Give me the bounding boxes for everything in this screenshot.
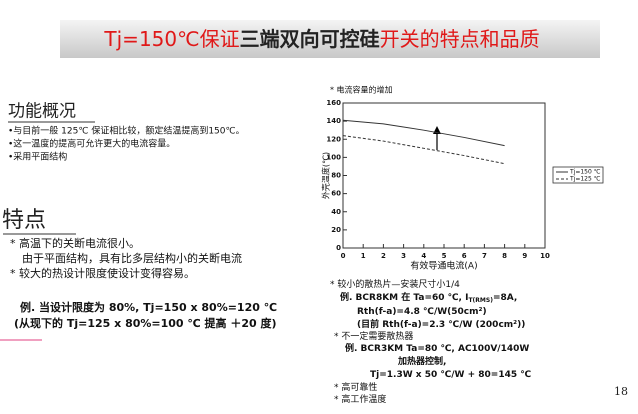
note-text: 加热器控制, bbox=[397, 355, 446, 367]
note-line: (目前 Rth(f-a)=2.3 ℃/W (200cm²)) bbox=[357, 318, 525, 330]
note-line: 例. BCR3KM Ta=80 ℃, AC100V/140W bbox=[345, 342, 529, 354]
section-heading: 特点 bbox=[2, 208, 46, 233]
x-tick-label: 0 bbox=[341, 252, 346, 260]
note-line: * 较小的散热片—安装尺寸小1/4 bbox=[330, 278, 460, 290]
y-tick-label: 20 bbox=[331, 226, 341, 234]
x-tick-label: 1 bbox=[361, 252, 366, 260]
note-text: (目前 Rth(f-a)=2.3 ℃/W (200cm²)) bbox=[357, 318, 525, 330]
slide-title: Tj=150℃保证三端双向可控硅开关的特点和品质 bbox=[103, 27, 539, 51]
note-line: * 高可靠性 bbox=[334, 381, 377, 393]
example-line: 例. 当设计限度为 80%, Tj=150 x 80%=120 ℃ bbox=[20, 300, 277, 314]
legend-label: Tj=150 ℃ bbox=[569, 169, 601, 176]
y-tick-label: 40 bbox=[331, 208, 341, 216]
x-tick-label: 3 bbox=[401, 252, 406, 260]
y-axis-label: 外壳温度(℃) bbox=[321, 152, 331, 199]
example-line: (从现下的 Tj=125 x 80%=100 ℃ 提高 ＋20 度) bbox=[14, 316, 277, 330]
title-part: 三端双向可控硅 bbox=[240, 27, 380, 51]
note-line: 例. BCR8KM 在 Ta=60 ℃, IT(RMS)=8A, bbox=[340, 291, 517, 304]
note-text: 例. BCR8KM 在 Ta=60 ℃, I bbox=[340, 291, 468, 303]
y-tick-label: 100 bbox=[326, 153, 341, 161]
note-text: 例. BCR3KM Ta=80 ℃, AC100V/140W bbox=[345, 342, 529, 354]
series-line bbox=[342, 119, 505, 147]
x-tick-label: 4 bbox=[421, 252, 426, 260]
x-tick-label: 8 bbox=[502, 252, 507, 260]
y-tick-label: 120 bbox=[326, 135, 341, 143]
chart-title: * 电流容量的增加 bbox=[330, 85, 393, 95]
note-text: * 高工作温度 bbox=[334, 393, 386, 405]
note-text: * 高可靠性 bbox=[334, 381, 377, 393]
note-text: Tj=1.3W x 50 ℃/W + 80=145 ℃ bbox=[370, 370, 531, 380]
note-line: * 不一定需要散热器 bbox=[334, 330, 413, 342]
note-text: * 较小的散热片—安装尺寸小1/4 bbox=[330, 278, 460, 290]
feature-item: 由于平面结构，具有比多层结构小的关断电流 bbox=[22, 251, 242, 265]
x-tick-label: 9 bbox=[522, 252, 527, 260]
x-tick-label: 7 bbox=[482, 252, 487, 260]
title-bar bbox=[60, 20, 600, 58]
note-text: Rth(f-a)=4.8 ℃/W(50cm²) bbox=[357, 307, 487, 317]
title-part: 开关的特点和品质 bbox=[380, 27, 540, 51]
x-tick-label: 10 bbox=[540, 252, 550, 260]
x-tick-label: 2 bbox=[381, 252, 386, 260]
page-number: 18 bbox=[614, 385, 628, 398]
note-line: * 高工作温度 bbox=[334, 393, 386, 405]
note-text: * 不一定需要散热器 bbox=[334, 330, 413, 342]
bullet-item: •采用平面结构 bbox=[8, 151, 67, 163]
title-part: Tj=150℃保证 bbox=[103, 27, 239, 51]
y-tick-label: 60 bbox=[331, 190, 341, 198]
note-text: =8A, bbox=[493, 293, 517, 303]
bullet-item: •与目前一般 125℃ 保证相比较，额定结温提高到150℃。 bbox=[8, 125, 245, 137]
x-tick-label: 6 bbox=[462, 252, 467, 260]
plot-frame bbox=[342, 102, 546, 249]
feature-item: * 高温下的关断电流很小。 bbox=[10, 236, 140, 250]
bullet-item: •这一温度的提高可允许更大的电流容量。 bbox=[8, 138, 175, 150]
note-line: Tj=1.3W x 50 ℃/W + 80=145 ℃ bbox=[370, 370, 531, 380]
y-tick-label: 160 bbox=[326, 99, 341, 107]
note-subscript: T(RMS) bbox=[468, 297, 493, 304]
x-tick-label: 5 bbox=[442, 252, 447, 260]
legend-box bbox=[552, 166, 604, 184]
series-line bbox=[342, 135, 505, 165]
y-tick-label: 0 bbox=[336, 244, 341, 252]
legend-label: Tj=125 ℃ bbox=[569, 176, 601, 183]
y-tick-label: 140 bbox=[326, 117, 341, 125]
x-axis-label: 有效导通电流(A) bbox=[410, 260, 477, 272]
note-line: 加热器控制, bbox=[397, 355, 446, 367]
feature-item: * 较大的热设计限度使设计变得容易。 bbox=[10, 266, 195, 280]
section-heading: 功能概况 bbox=[8, 102, 76, 122]
note-line: Rth(f-a)=4.8 ℃/W(50cm²) bbox=[357, 307, 487, 317]
y-tick-label: 80 bbox=[331, 172, 341, 180]
